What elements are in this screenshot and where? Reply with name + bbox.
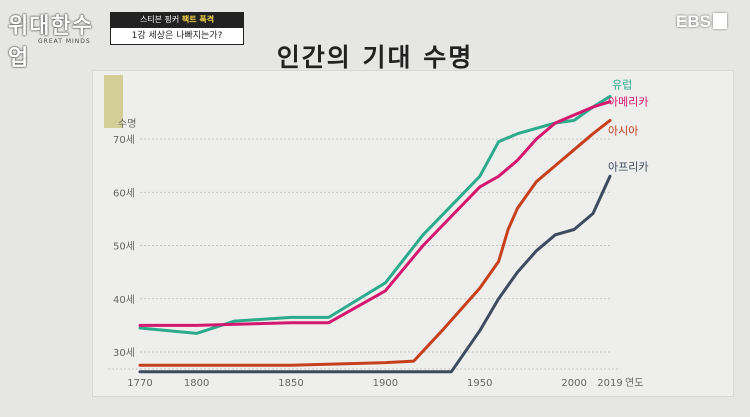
series-line [138,94,612,335]
tape-mark [104,75,123,128]
series-label: 아프리카 [608,160,648,173]
logo-subtitle: GREAT MINDS [38,38,91,45]
caption-highlight: 팩트 폭격 [181,15,215,24]
chart-paper [92,70,734,397]
series-label: 아메리카 [608,96,648,109]
x-tick-label: 1850 [278,378,303,389]
x-axis-label: 연도 [625,377,643,389]
series-line [138,174,612,374]
x-tick-label: 1770 [127,378,152,389]
chart-title: 인간의 기대 수명 [276,43,474,72]
caption-line-2: 1강 세상은 나빠지는가? [110,28,244,45]
program-logo: 위대한수업 GREAT MINDS [8,8,104,71]
x-tick-label: 1800 [184,378,209,389]
channel-logo: EBS [676,12,740,36]
series-label: 유럽 [612,77,632,91]
series-line [138,100,612,327]
y-tick-label: 30세 [113,347,135,359]
y-tick-label: 50세 [113,241,135,253]
lecturer-name: 스티븐 핑커 [139,15,180,24]
x-tick-label: 2000 [561,378,586,389]
logo-title: 위대한수업 [8,13,93,71]
y-tick-label: 60세 [113,187,135,199]
series-label: 아시아 [608,124,638,137]
caption-line-1: 스티븐 핑커 팩트 폭격 [110,12,244,28]
episode-caption: 스티븐 핑커 팩트 폭격 1강 세상은 나빠지는가? [110,12,244,45]
x-tick-label: 2019 [597,378,622,389]
y-tick-label: 40세 [113,294,135,306]
y-axis-label: 수명 [118,118,136,130]
y-tick-label: 70세 [113,134,135,146]
x-tick-label: 1950 [467,378,492,389]
channel-name: EBS [676,12,711,31]
x-tick-label: 1900 [373,378,398,389]
series-line [138,118,612,367]
channel-number-badge [712,13,727,29]
